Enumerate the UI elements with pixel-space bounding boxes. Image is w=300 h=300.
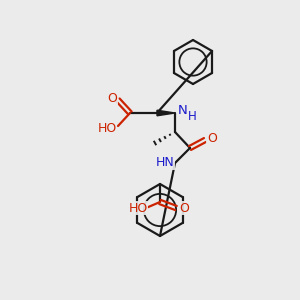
Text: HO: HO — [98, 122, 117, 134]
Text: O: O — [207, 131, 217, 145]
Text: O: O — [179, 202, 189, 214]
Text: H: H — [188, 110, 196, 122]
Text: N: N — [178, 103, 188, 116]
Polygon shape — [157, 110, 175, 116]
Text: HO: HO — [128, 202, 148, 214]
Text: O: O — [107, 92, 117, 104]
Text: HN: HN — [156, 157, 174, 169]
